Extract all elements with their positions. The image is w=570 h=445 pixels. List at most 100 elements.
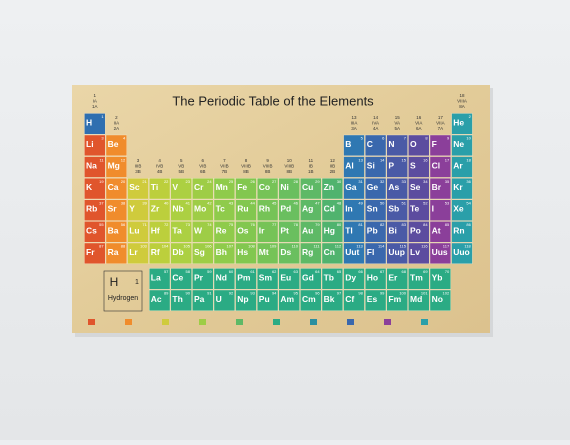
- group-label: 6A: [416, 126, 422, 131]
- element-cell: [321, 177, 343, 200]
- element-symbol: Cf: [345, 294, 354, 304]
- element-symbol: Kr: [453, 182, 463, 192]
- atomic-number: 106: [205, 244, 212, 249]
- element-symbol: Gd: [302, 272, 314, 282]
- element-cell: [365, 177, 387, 200]
- atomic-number: 33: [402, 179, 407, 184]
- atomic-number: 109: [270, 244, 277, 249]
- element-cell: [365, 242, 387, 264]
- element-cell: [429, 134, 451, 156]
- atomic-number: 78: [294, 222, 299, 227]
- element-symbol: Rn: [453, 225, 464, 235]
- element-symbol: Sn: [367, 204, 378, 214]
- element-cell: [300, 289, 322, 311]
- atomic-number: 85: [445, 222, 450, 227]
- group-label: 8: [245, 158, 248, 163]
- atomic-number: 1: [101, 114, 104, 119]
- element-symbol: Nd: [216, 272, 227, 282]
- atomic-number: 64: [315, 269, 320, 274]
- element-symbol: Ir: [259, 225, 265, 235]
- element-cell: [386, 242, 408, 264]
- group-label: IIB: [330, 163, 336, 168]
- atomic-number: 16: [423, 157, 428, 162]
- element-cell: [235, 221, 257, 243]
- element-symbol: Ho: [367, 272, 378, 282]
- element-cell: [84, 242, 106, 264]
- element-symbol: Sb: [388, 204, 399, 214]
- atomic-number: 7: [404, 136, 407, 141]
- element-symbol: Ti: [151, 182, 158, 192]
- group-label: VIA: [415, 120, 422, 125]
- atomic-number: 17: [445, 157, 450, 162]
- group-label: 4: [158, 158, 161, 163]
- element-cell: [192, 268, 214, 290]
- element-symbol: Mn: [216, 182, 228, 192]
- element-cell: [278, 221, 300, 243]
- element-cell: [343, 177, 365, 200]
- element-symbol: Hf: [151, 225, 160, 235]
- element-symbol: Md: [410, 294, 422, 304]
- atomic-number: 65: [337, 269, 342, 274]
- element-symbol: Fr: [86, 247, 95, 257]
- element-cell: [170, 242, 192, 264]
- element-cell: [192, 289, 214, 311]
- group-label: 7: [223, 158, 226, 163]
- element-symbol: Sm: [259, 272, 273, 282]
- element-symbol: S: [410, 160, 416, 170]
- element-symbol: Si: [367, 160, 375, 170]
- legend-swatch: [88, 319, 95, 325]
- element-symbol: Cs: [86, 225, 97, 235]
- element-symbol: Ds: [280, 247, 291, 257]
- group-label: 8B: [265, 169, 271, 174]
- element-cell: [451, 134, 473, 156]
- element-cell: [192, 221, 214, 243]
- element-cell: [300, 268, 322, 290]
- group-label: 5B: [178, 169, 184, 174]
- group-label: VIIB: [220, 163, 229, 168]
- atomic-number: 41: [186, 200, 191, 205]
- element-cell: [451, 113, 473, 135]
- element-cell: [278, 199, 300, 221]
- atomic-number: 9: [447, 136, 450, 141]
- element-cell: [300, 199, 322, 221]
- element-cell: [84, 177, 106, 200]
- element-symbol: Sc: [129, 182, 140, 192]
- group-label: VA: [394, 120, 400, 125]
- element-cell: [84, 113, 106, 135]
- atomic-number: 40: [164, 200, 169, 205]
- element-symbol: P: [388, 160, 394, 170]
- element-symbol: Uut: [345, 247, 359, 257]
- atomic-number: 45: [272, 200, 277, 205]
- table: 1H2He3Li4Be5B6C7N8O9F10Ne11Na12Mg13Al14S…: [84, 93, 473, 325]
- atomic-number: 61: [250, 269, 255, 274]
- element-symbol: Uus: [432, 247, 448, 257]
- element-symbol: Hg: [324, 225, 335, 235]
- key-symbol: H: [110, 275, 119, 289]
- element-symbol: W: [194, 225, 203, 235]
- atomic-number: 27: [272, 179, 277, 184]
- group-label: IB: [309, 163, 313, 168]
- element-cell: [170, 289, 192, 311]
- element-cell: [105, 242, 127, 264]
- group-label: 2B: [330, 169, 336, 174]
- element-cell: [84, 156, 106, 178]
- element-symbol: Sr: [108, 204, 118, 214]
- group-label: 8B: [243, 169, 249, 174]
- element-symbol: Cm: [302, 294, 316, 304]
- element-symbol: Lv: [410, 247, 420, 257]
- element-cell: [451, 199, 473, 221]
- atomic-number: 5: [361, 136, 364, 141]
- atomic-number: 113: [356, 244, 363, 249]
- element-cell: [105, 177, 127, 200]
- element-symbol: Np: [237, 294, 248, 304]
- group-label: VIIIA: [457, 99, 467, 104]
- legend-swatch: [421, 319, 428, 325]
- element-symbol: At: [432, 225, 441, 235]
- element-symbol: Ru: [237, 204, 248, 214]
- element-cell: [84, 199, 106, 221]
- group-label: 6B: [200, 169, 206, 174]
- group-label: 14: [373, 115, 379, 120]
- element-cell: [386, 289, 408, 311]
- atomic-number: 57: [164, 269, 169, 274]
